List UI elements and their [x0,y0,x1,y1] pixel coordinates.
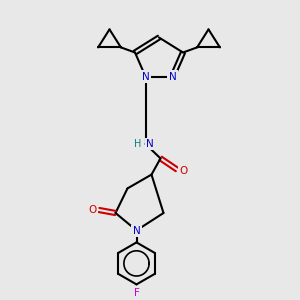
Text: F: F [134,288,140,298]
Text: O: O [179,166,188,176]
Text: N: N [142,71,149,82]
Text: N: N [146,139,154,149]
Text: O: O [88,205,97,215]
Text: N: N [133,226,140,236]
Text: N: N [169,71,176,82]
Text: H: H [134,139,142,149]
